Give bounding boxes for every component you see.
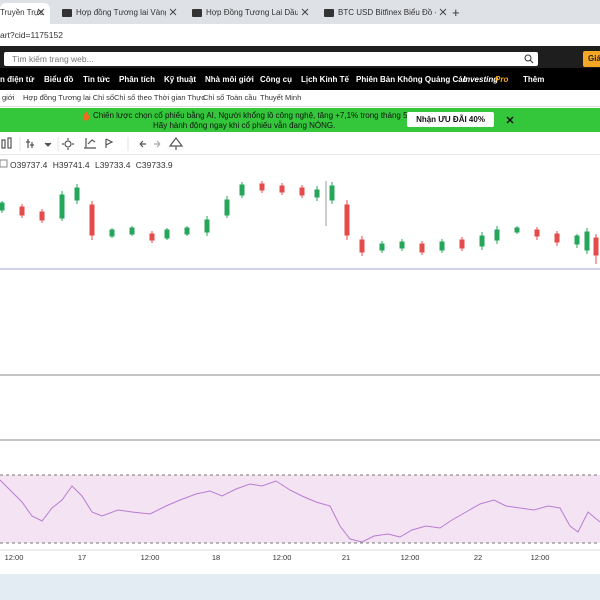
ohlc-open: O39737.4 [10, 160, 48, 170]
search-box[interactable]: Tìm kiếm trang web... [4, 52, 538, 66]
address-bar: art?cid=1175152 [0, 24, 600, 47]
tab-title: BTC USD Bitfinex Biểu Đồ - Inve [338, 8, 436, 17]
main-nav: n điện tử Biểu đồ Tin tức Phân tích Kỹ t… [0, 68, 600, 90]
promo-banner: Chiến lược chọn cổ phiếu bằng AI, Người … [0, 108, 600, 132]
time-label: 21 [342, 553, 350, 562]
quote-button[interactable]: Giá [583, 51, 600, 67]
tab-title: Truyền Trực [0, 8, 44, 17]
new-tab[interactable]: + [452, 5, 460, 20]
nav-item[interactable]: Biểu đồ [44, 75, 74, 84]
tab-title: Hợp đồng Tương lai Vàng Biểu [76, 8, 166, 17]
ohlc-high: H39741.4 [53, 160, 90, 170]
nav-item[interactable]: Investing [463, 75, 499, 84]
search-icon [524, 54, 534, 64]
banner-text: Hãy hành động ngay khi cổ phiếu vẫn đang… [153, 121, 336, 130]
chart-toolbar [0, 134, 600, 155]
time-label: 12:00 [273, 553, 292, 562]
tab-bar: Truyền Trực Hợp đồng Tương lai Vàng Biểu… [0, 0, 600, 24]
ohlc-close: C39733.9 [136, 160, 173, 170]
time-label: 12:00 [531, 553, 550, 562]
time-label: 22 [474, 553, 482, 562]
nav-item[interactable]: Kỹ thuật [164, 75, 196, 84]
sub-nav: giới Hợp đồng Tương lai Chỉ số Chỉ số th… [0, 90, 600, 107]
time-label: 12:00 [401, 553, 420, 562]
subnav-item[interactable]: Thuyết Minh [260, 93, 302, 102]
tab[interactable]: Truyền Trực [0, 3, 50, 24]
nav-item-pro[interactable]: Pro [495, 75, 509, 84]
nav-item[interactable]: n điện tử [0, 75, 35, 84]
time-label: 18 [212, 553, 220, 562]
tab[interactable]: BTC USD Bitfinex Biểu Đồ - Inve [318, 3, 436, 24]
ohlc-low: L39733.4 [95, 160, 131, 170]
nav-item[interactable]: Thêm [523, 75, 545, 84]
close-banner[interactable] [506, 116, 514, 124]
rsi-band [0, 475, 600, 543]
rsi-line [0, 479, 600, 543]
tab-close-icons [37, 8, 447, 16]
ohlc-legend: O39737.4 H39741.4 L39733.4 C39733.9 [10, 160, 173, 170]
fire-icon [82, 111, 90, 121]
nav-item[interactable]: Nhà môi giới [205, 75, 254, 84]
subnav-item[interactable]: Chỉ số Toàn cầu [203, 93, 257, 102]
subnav-item[interactable]: Chỉ số theo Thời gian Thực [114, 93, 205, 102]
tab[interactable]: Hợp Đồng Tương Lai Dầu Thô [186, 3, 298, 24]
nav-item[interactable]: Công cụ [260, 75, 292, 84]
subnav-item[interactable]: Hợp đồng Tương lai Chỉ số [23, 93, 115, 102]
time-label: 17 [78, 553, 86, 562]
time-label: 12:00 [141, 553, 160, 562]
subnav-item[interactable]: giới [2, 93, 15, 102]
nav-item[interactable]: Tin tức [83, 75, 110, 84]
banner-text: Chiến lược chọn cổ phiếu bằng AI, Người … [93, 111, 410, 120]
candles [0, 181, 599, 264]
toolbar-icons [1, 137, 184, 151]
nav-item[interactable]: Lịch Kinh Tế [301, 75, 349, 84]
chart-area: O39737.4 H39741.4 L39733.4 C39733.9 [0, 159, 600, 600]
search-placeholder: Tìm kiếm trang web... [12, 54, 94, 64]
tab[interactable]: Hợp đồng Tương lai Vàng Biểu [56, 3, 166, 24]
url[interactable]: art?cid=1175152 [0, 30, 63, 40]
nav-item[interactable]: Phiên Bản Không Quảng Cáo [356, 75, 468, 84]
legend-toggle[interactable] [0, 159, 8, 168]
time-label: 12:00 [5, 553, 24, 562]
nav-item[interactable]: Phân tích [119, 75, 156, 84]
tab-title: Hợp Đồng Tương Lai Dầu Thô [206, 8, 298, 17]
offer-button[interactable]: Nhận ƯU ĐÃI 40% [407, 112, 494, 127]
footer-strip [0, 574, 600, 600]
time-axis: 12:00 17 12:00 18 12:00 21 12:00 22 12:0… [5, 553, 550, 562]
